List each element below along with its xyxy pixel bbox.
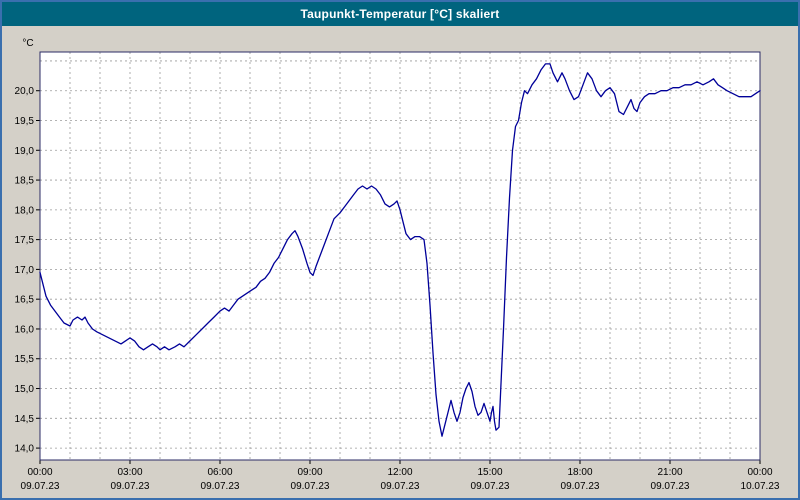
x-tick-date-label: 09.07.23 — [201, 481, 240, 492]
y-tick-label: 16,0 — [15, 324, 35, 335]
x-tick-date-label: 09.07.23 — [561, 481, 600, 492]
x-tick-time-label: 12:00 — [387, 467, 412, 478]
y-tick-label: 17,0 — [15, 265, 35, 276]
x-tick-date-label: 09.07.23 — [651, 481, 690, 492]
y-tick-label: 16,5 — [15, 295, 35, 306]
y-tick-label: 19,0 — [15, 146, 35, 157]
y-tick-label: 20,0 — [15, 86, 35, 97]
x-tick-time-label: 06:00 — [207, 467, 232, 478]
y-tick-label: 14,0 — [15, 444, 35, 455]
y-tick-label: 18,5 — [15, 176, 35, 187]
x-tick-time-label: 03:00 — [117, 467, 142, 478]
chart-container: 14,0 14,5 15,0 15,5 16,0 16,5 17,0 17,5 18,0 18,5… — [2, 26, 798, 498]
x-tick-time-label: 15:00 — [477, 467, 502, 478]
y-axis-unit-label: °C — [22, 38, 33, 49]
x-tick-date-label: 09.07.23 — [291, 481, 330, 492]
x-tick-date-label: 09.07.23 — [21, 481, 60, 492]
plot-frame — [39, 51, 761, 461]
x-tick-date-label: 09.07.23 — [111, 481, 150, 492]
x-tick-time-label: 00:00 — [27, 467, 52, 478]
x-tick-time-label: 18:00 — [567, 467, 592, 478]
y-tick-label: 19,5 — [15, 116, 35, 127]
x-tick-date-label: 09.07.23 — [381, 481, 420, 492]
dewpoint-line-chart: 14,0 14,5 15,0 15,5 16,0 16,5 17,0 17,5 18,0 18,5… — [15, 38, 780, 492]
y-tick-label: 14,5 — [15, 414, 35, 425]
x-tick-date-label: 10.07.23 — [741, 481, 780, 492]
x-tick-date-label: 09.07.23 — [471, 481, 510, 492]
y-tick-label: 18,0 — [15, 205, 35, 216]
y-tick-label: 15,0 — [15, 384, 35, 395]
dewpoint-series-line — [39, 63, 761, 437]
y-tick-label: 17,5 — [15, 235, 35, 246]
y-tick-label: 15,5 — [15, 354, 35, 365]
window-title: Taupunkt-Temperatur [°C] skaliert — [300, 7, 500, 21]
x-tick-time-label: 00:00 — [747, 467, 772, 478]
x-tick-time-label: 09:00 — [297, 467, 322, 478]
title-bar: Taupunkt-Temperatur [°C] skaliert — [2, 2, 798, 26]
x-tick-time-label: 21:00 — [657, 467, 682, 478]
